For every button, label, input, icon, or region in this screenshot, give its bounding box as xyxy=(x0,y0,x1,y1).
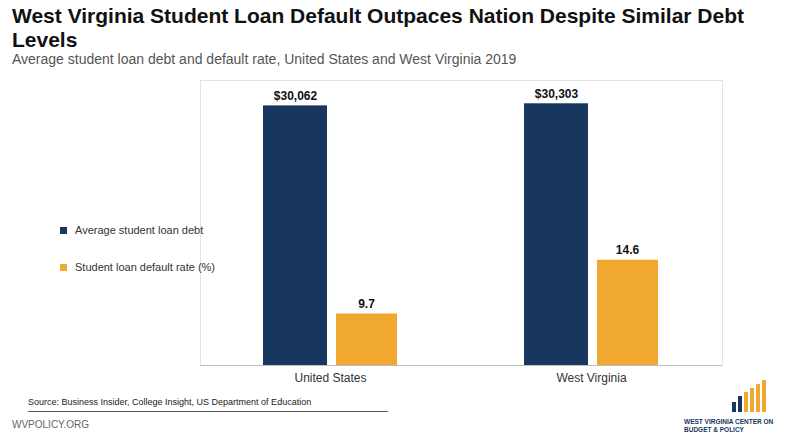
html-text:Student loan default rate (%): Student loan default rate (%) xyxy=(75,261,215,273)
svg-text:14.6: 14.6 xyxy=(616,243,640,257)
html-text:Average student loan debt: Average student loan debt xyxy=(75,224,204,236)
html-text:WVPOLICY.ORG: WVPOLICY.ORG xyxy=(12,419,90,430)
html-text:Average student loan debt and: Average student loan debt and default ra… xyxy=(12,51,517,67)
svg-text:9.7: 9.7 xyxy=(358,297,375,311)
html-text:Source: Business Insider, Coll: Source: Business Insider, College Insigh… xyxy=(28,397,312,407)
html-text:West Virginia Student Loan Def: West Virginia Student Loan Default Outpa… xyxy=(12,4,744,51)
svg-text:$30,062: $30,062 xyxy=(274,89,318,103)
html-text:WEST VIRGINIA CENTER ON BUDGET: WEST VIRGINIA CENTER ON BUDGET & POLICY xyxy=(684,418,774,433)
svg-text:$30,303: $30,303 xyxy=(535,87,579,101)
svg-text:United States: United States xyxy=(294,371,366,385)
svg-text:West Virginia: West Virginia xyxy=(556,371,627,385)
